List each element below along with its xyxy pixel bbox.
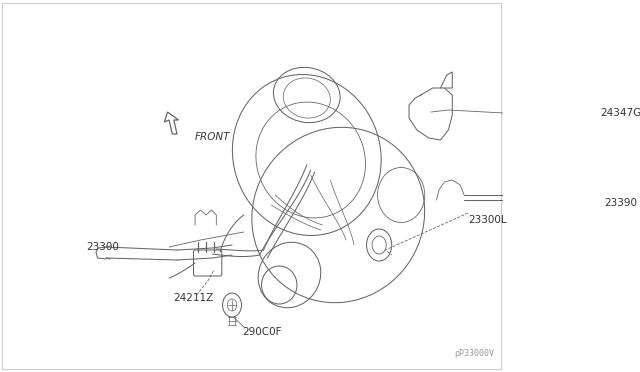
Text: 23300: 23300 (86, 242, 120, 252)
Text: 290C0F: 290C0F (243, 327, 282, 337)
Text: FRONT: FRONT (195, 132, 230, 142)
Text: 24211Z: 24211Z (173, 293, 213, 303)
Text: ρP33000V: ρP33000V (454, 349, 494, 358)
Text: 24347G: 24347G (600, 108, 640, 118)
Text: 23300L: 23300L (468, 215, 507, 225)
Text: 23390: 23390 (604, 198, 637, 208)
